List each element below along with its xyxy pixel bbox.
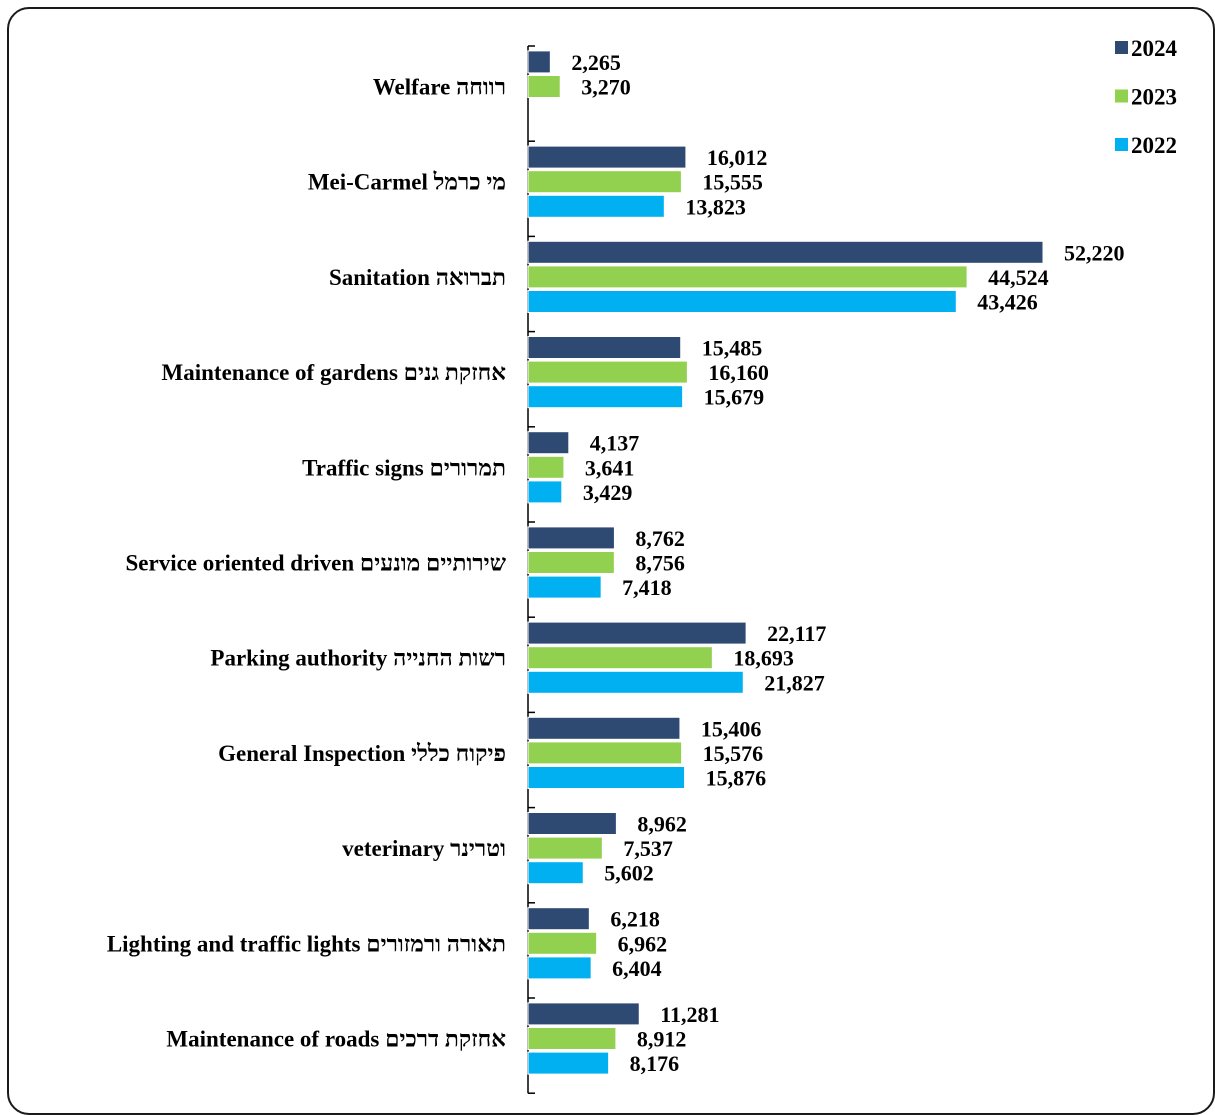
data-label: 5,602 — [604, 861, 654, 886]
data-label: 8,762 — [635, 526, 685, 551]
bar-2022 — [528, 767, 685, 789]
data-label: 8,962 — [637, 812, 687, 837]
bar-2023 — [528, 266, 967, 288]
data-label: 8,912 — [637, 1027, 687, 1052]
legend-swatch-2022 — [1115, 138, 1128, 151]
data-label: 11,281 — [660, 1002, 719, 1027]
bar-2023 — [528, 552, 614, 574]
category-label: Service oriented driven שירותיים מונעים — [125, 551, 506, 576]
category-label: Lighting and traffic lights תאורה ורמזור… — [107, 931, 506, 956]
data-label: 6,218 — [610, 907, 660, 932]
bar-2024 — [528, 146, 686, 168]
data-label: 13,823 — [685, 194, 746, 219]
bar-2022 — [528, 481, 562, 503]
data-label: 15,555 — [702, 170, 763, 195]
bar-2022 — [528, 671, 743, 693]
data-label: 8,756 — [635, 551, 685, 576]
data-label: 52,220 — [1064, 240, 1125, 265]
data-label: 6,404 — [612, 956, 662, 981]
category-label: Maintenance of roads אחזקת דרכים — [166, 1027, 506, 1052]
bar-2024 — [528, 432, 569, 454]
data-label: 22,117 — [767, 621, 826, 646]
category-label: Traffic signs תמרורים — [302, 455, 506, 480]
category-label: Maintenance of gardens אחזקת גנים — [162, 360, 507, 385]
data-label: 6,962 — [618, 931, 668, 956]
legend-label: 2024 — [1131, 36, 1178, 61]
bar-2023 — [528, 361, 687, 383]
data-label: 15,876 — [706, 766, 767, 791]
data-label: 15,406 — [701, 716, 762, 741]
bar-2024 — [528, 908, 589, 930]
category-label: Mei-Carmel מי כרמל — [308, 170, 506, 195]
legend-swatch-2024 — [1115, 41, 1128, 54]
data-label: 16,012 — [707, 145, 768, 170]
data-label: 44,524 — [988, 265, 1048, 290]
bar-2024 — [528, 1003, 639, 1025]
data-label: 18,693 — [733, 646, 794, 671]
data-label: 43,426 — [977, 290, 1037, 315]
bars — [528, 51, 1043, 1074]
bar-2023 — [528, 171, 681, 193]
bar-2022 — [528, 957, 591, 979]
bar-2024 — [528, 337, 681, 359]
bar-2024 — [528, 717, 680, 739]
bar-2023 — [528, 76, 560, 98]
data-label: 3,270 — [581, 75, 631, 100]
data-label: 3,429 — [583, 480, 633, 505]
legend: 2024 2023 2022 — [1115, 36, 1178, 158]
data-label: 15,576 — [703, 741, 764, 766]
bar-2023 — [528, 1028, 616, 1050]
legend-swatch-2023 — [1115, 90, 1128, 103]
bar-2023 — [528, 932, 597, 954]
bar-2023 — [528, 456, 564, 478]
category-label: Parking authority רשות החנייה — [210, 646, 506, 671]
bar-2024 — [528, 51, 550, 73]
data-label: 21,827 — [764, 670, 825, 695]
category-label: Sanitation תברואה — [329, 265, 506, 290]
data-label: 15,679 — [704, 385, 765, 410]
data-label: 3,641 — [585, 455, 635, 480]
data-label: 7,418 — [622, 575, 672, 600]
data-label: 7,537 — [623, 836, 673, 861]
bar-2022 — [528, 1052, 609, 1074]
bar-2022 — [528, 291, 956, 313]
category-labels: Welfare רווחה Mei-Carmel מי כרמל Sanitatio… — [107, 75, 507, 1052]
data-label: 2,265 — [571, 50, 621, 75]
bar-2023 — [528, 647, 712, 669]
bar-2022 — [528, 862, 583, 884]
data-label: 8,176 — [630, 1051, 680, 1076]
category-label: veterinary וטרינר — [342, 836, 506, 861]
category-label: Welfare רווחה — [373, 75, 506, 100]
category-label: General Inspection פיקוח כללי — [218, 741, 506, 766]
bar-2022 — [528, 576, 601, 598]
data-label: 4,137 — [590, 431, 640, 456]
legend-label: 2023 — [1131, 85, 1177, 110]
bar-2024 — [528, 527, 614, 549]
bar-2024 — [528, 813, 616, 835]
bar-2023 — [528, 742, 682, 764]
bar-2022 — [528, 195, 664, 217]
legend-label: 2022 — [1131, 133, 1177, 158]
bar-2022 — [528, 386, 683, 408]
bar-2023 — [528, 837, 602, 859]
bar-2024 — [528, 241, 1043, 263]
data-label: 16,160 — [708, 360, 769, 385]
bar-2024 — [528, 622, 746, 644]
data-label: 15,485 — [702, 336, 763, 361]
